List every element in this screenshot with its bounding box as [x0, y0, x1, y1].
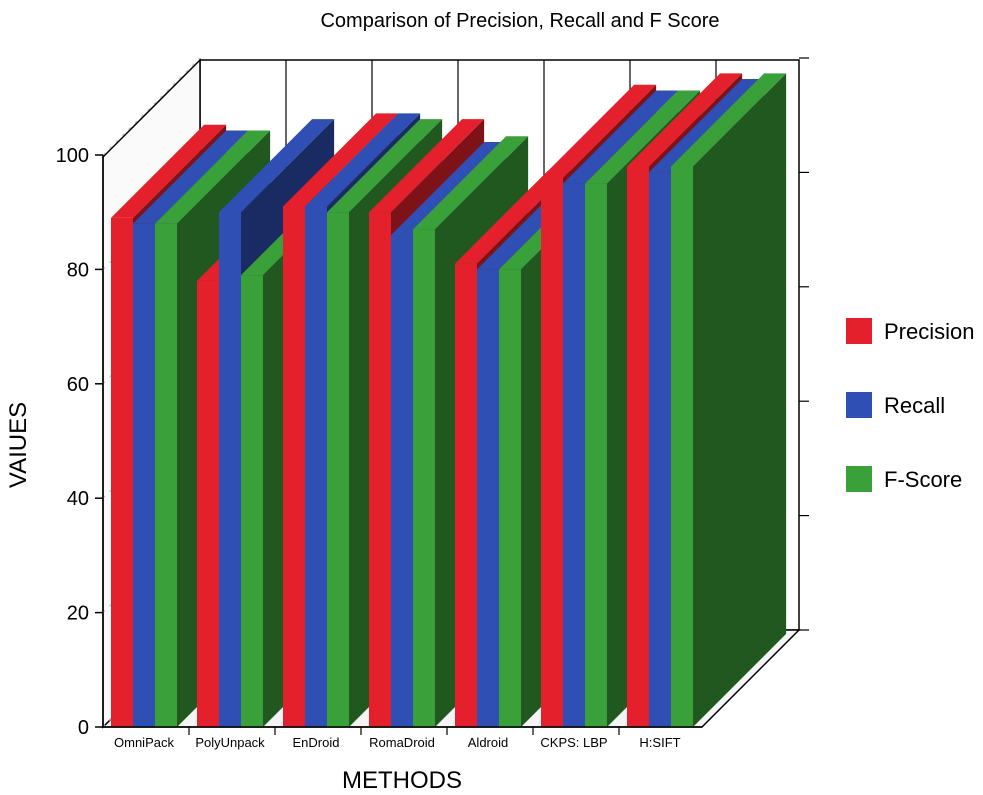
legend-swatch — [846, 466, 872, 492]
x-tick-label: CKPS: LBP — [540, 735, 607, 750]
bar-front — [391, 235, 413, 727]
bar-f-score-h-sift — [671, 73, 787, 727]
bar-front — [541, 177, 563, 727]
y-tick-label: 60 — [67, 374, 89, 396]
bar-front — [671, 166, 693, 727]
bar-front — [649, 172, 671, 727]
y-axis-label: VAIUES — [5, 402, 32, 488]
bar-top — [563, 90, 679, 184]
bar-top — [219, 119, 335, 213]
x-tick-label: EnDroid — [293, 735, 340, 750]
bar-front — [563, 183, 585, 728]
bar-front — [305, 206, 327, 728]
x-axis-ticks: OmniPack PolyUnpack EnDroid RomaDroid Aldroi… — [103, 726, 702, 750]
bar-front — [585, 183, 607, 728]
bar-front — [197, 280, 219, 727]
x-tick-label: OmniPack — [114, 735, 174, 750]
x-tick-label: PolyUnpack — [195, 735, 265, 750]
bar-front — [477, 269, 499, 727]
legend: Precision Recall F-Score — [846, 318, 974, 492]
bar-top — [369, 119, 485, 213]
bar-front — [241, 275, 263, 727]
bar-top — [111, 124, 227, 218]
bars — [111, 73, 787, 728]
bar-top — [585, 90, 701, 184]
legend-label: Precision — [884, 319, 974, 344]
bar-top — [541, 84, 657, 178]
bar-top — [133, 130, 249, 224]
x-tick-label: RomaDroid — [369, 735, 435, 750]
bar-front — [499, 269, 521, 727]
legend-swatch — [846, 392, 872, 418]
legend-label: Recall — [884, 393, 945, 418]
bar-top — [283, 113, 399, 207]
bar-front — [155, 223, 177, 727]
y-tick-label: 0 — [78, 717, 89, 739]
bar-front — [133, 223, 155, 727]
bar-front — [369, 212, 391, 727]
y-tick-label: 20 — [67, 603, 89, 625]
chart-title: Comparison of Precision, Recall and F Sc… — [320, 10, 719, 32]
x-axis-label: METHODS — [342, 767, 462, 794]
legend-label: F-Score — [884, 467, 962, 492]
bar-front — [455, 263, 477, 727]
bar-top — [627, 73, 743, 167]
bar-front — [283, 206, 305, 728]
bar-front — [327, 212, 349, 727]
bar-front — [111, 217, 133, 728]
y-tick-label: 80 — [67, 259, 89, 281]
bar-side — [693, 73, 787, 727]
y-tick-label: 100 — [56, 145, 89, 167]
bar-front — [627, 166, 649, 727]
bar-top — [413, 136, 529, 230]
bar-top — [305, 113, 421, 207]
bar-front — [219, 212, 241, 727]
legend-swatch — [846, 318, 872, 344]
y-tick-label: 40 — [67, 488, 89, 510]
bar-top — [155, 130, 271, 224]
bar-front — [413, 229, 435, 728]
x-tick-label: Aldroid — [468, 735, 508, 750]
y-axis-ticks: 0 20 40 60 80 100 — [56, 145, 104, 739]
x-tick-label: H:SIFT — [639, 735, 680, 750]
bar-top — [327, 119, 443, 213]
bar-top — [671, 73, 787, 167]
